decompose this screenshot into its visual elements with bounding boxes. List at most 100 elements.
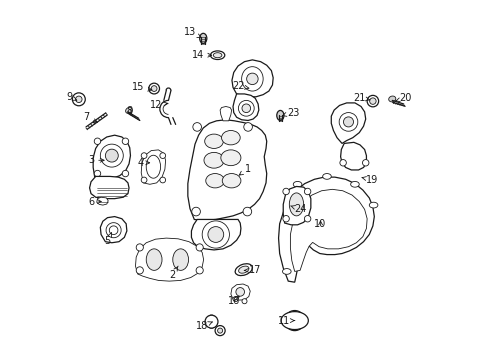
Ellipse shape xyxy=(210,51,224,59)
Circle shape xyxy=(160,153,165,158)
Circle shape xyxy=(191,207,200,216)
Circle shape xyxy=(141,177,147,183)
Text: 16: 16 xyxy=(227,296,240,306)
Circle shape xyxy=(339,113,357,131)
Text: 11: 11 xyxy=(278,316,294,325)
Ellipse shape xyxy=(206,315,216,328)
Circle shape xyxy=(94,170,101,177)
Circle shape xyxy=(304,188,310,195)
Circle shape xyxy=(136,244,143,251)
Polygon shape xyxy=(340,142,366,170)
Ellipse shape xyxy=(125,107,132,113)
Circle shape xyxy=(233,297,238,302)
Text: 8: 8 xyxy=(126,106,132,116)
Circle shape xyxy=(287,314,301,327)
Circle shape xyxy=(207,226,223,242)
Polygon shape xyxy=(231,60,273,97)
Text: 14: 14 xyxy=(192,50,211,60)
Ellipse shape xyxy=(238,266,248,273)
Circle shape xyxy=(304,216,310,222)
Ellipse shape xyxy=(222,174,241,188)
Text: 24: 24 xyxy=(290,204,306,215)
Ellipse shape xyxy=(221,150,241,166)
Ellipse shape xyxy=(204,134,223,148)
Ellipse shape xyxy=(388,96,395,102)
Circle shape xyxy=(284,311,304,330)
Circle shape xyxy=(151,86,157,91)
Polygon shape xyxy=(220,107,231,121)
Text: 12: 12 xyxy=(149,100,167,111)
Text: 10: 10 xyxy=(314,219,326,229)
Text: 23: 23 xyxy=(282,108,299,118)
Circle shape xyxy=(76,96,82,103)
Circle shape xyxy=(242,299,246,304)
Text: 18: 18 xyxy=(195,321,212,331)
Text: 5: 5 xyxy=(104,233,111,246)
Polygon shape xyxy=(330,103,365,143)
Polygon shape xyxy=(135,238,203,281)
Ellipse shape xyxy=(350,181,359,187)
Polygon shape xyxy=(97,197,108,205)
Circle shape xyxy=(238,100,254,116)
Ellipse shape xyxy=(281,312,308,329)
Circle shape xyxy=(136,267,143,274)
Ellipse shape xyxy=(146,155,160,178)
Circle shape xyxy=(160,177,165,183)
Ellipse shape xyxy=(293,181,301,187)
Polygon shape xyxy=(230,284,250,300)
Ellipse shape xyxy=(235,264,252,275)
Ellipse shape xyxy=(322,174,330,179)
Ellipse shape xyxy=(199,33,206,43)
Circle shape xyxy=(202,221,229,248)
Polygon shape xyxy=(93,135,130,178)
Circle shape xyxy=(192,123,201,131)
Polygon shape xyxy=(100,217,126,243)
Circle shape xyxy=(94,138,101,144)
Text: 1: 1 xyxy=(239,164,250,175)
Circle shape xyxy=(235,288,244,296)
Polygon shape xyxy=(233,94,258,121)
Polygon shape xyxy=(187,120,266,220)
Text: 15: 15 xyxy=(132,82,152,93)
Ellipse shape xyxy=(221,131,240,145)
Polygon shape xyxy=(283,186,310,225)
Ellipse shape xyxy=(276,111,284,121)
Circle shape xyxy=(244,123,252,131)
Circle shape xyxy=(196,244,203,251)
Circle shape xyxy=(242,104,250,113)
Ellipse shape xyxy=(241,67,263,91)
Polygon shape xyxy=(290,189,366,271)
Circle shape xyxy=(122,170,128,177)
Circle shape xyxy=(100,144,123,167)
Circle shape xyxy=(141,153,147,158)
Text: 20: 20 xyxy=(394,93,411,103)
Circle shape xyxy=(243,207,251,216)
Circle shape xyxy=(282,216,289,222)
Text: 21: 21 xyxy=(353,93,369,103)
Polygon shape xyxy=(89,176,129,199)
Text: 17: 17 xyxy=(244,265,261,275)
Polygon shape xyxy=(191,220,241,250)
Text: 22: 22 xyxy=(231,81,248,91)
Polygon shape xyxy=(278,177,373,282)
Text: 3: 3 xyxy=(88,155,104,165)
Circle shape xyxy=(339,159,346,166)
Text: 4: 4 xyxy=(137,158,149,168)
Text: 2: 2 xyxy=(169,266,178,280)
Text: 13: 13 xyxy=(183,27,201,37)
Ellipse shape xyxy=(213,53,222,58)
Text: 6: 6 xyxy=(88,197,101,207)
Circle shape xyxy=(246,73,258,85)
Circle shape xyxy=(369,98,375,104)
Circle shape xyxy=(217,328,222,333)
Ellipse shape xyxy=(289,193,303,216)
Text: 19: 19 xyxy=(361,175,378,185)
Circle shape xyxy=(362,159,368,166)
Text: 7: 7 xyxy=(83,112,97,122)
Circle shape xyxy=(282,188,289,195)
Circle shape xyxy=(343,117,353,127)
Circle shape xyxy=(72,93,85,106)
Ellipse shape xyxy=(172,249,188,270)
Circle shape xyxy=(122,138,128,144)
Polygon shape xyxy=(141,150,165,184)
